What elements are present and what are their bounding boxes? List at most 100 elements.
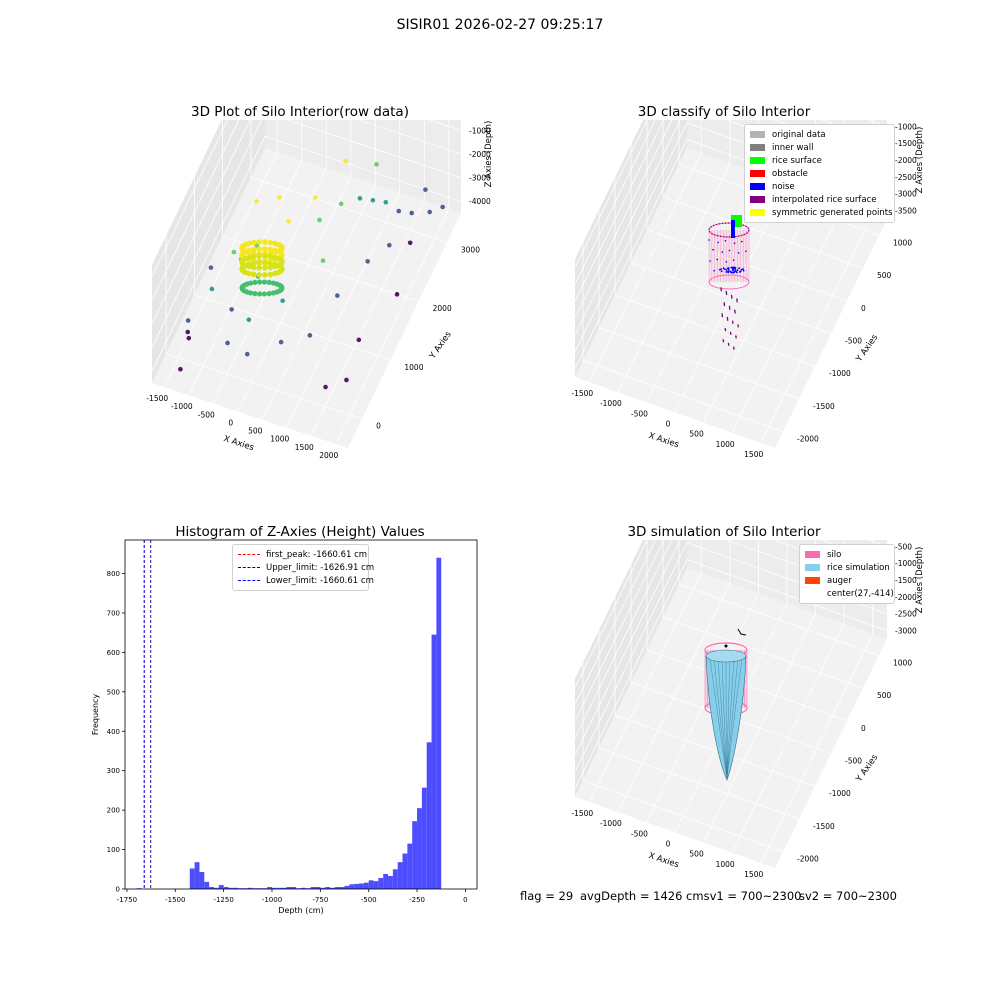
cls-y-tick-label: -1500 bbox=[813, 402, 835, 411]
raw-cluster-point bbox=[252, 291, 258, 297]
raw-top-ring-point bbox=[250, 253, 257, 260]
histogram-y-tick-label: 700 bbox=[107, 609, 120, 617]
raw-top-ring-point bbox=[267, 271, 274, 278]
cls-noise-column bbox=[731, 220, 735, 238]
raw-top-ring-point bbox=[278, 243, 284, 250]
cls-x-tick-label: 1500 bbox=[744, 450, 763, 459]
cls-gridline-y bbox=[630, 262, 832, 334]
raw-top-ring-point bbox=[246, 240, 252, 247]
classify-legend-entry: original data bbox=[750, 128, 889, 141]
cls-noise-point bbox=[732, 266, 734, 269]
sim-z-tick-label: -500 bbox=[895, 542, 912, 551]
histogram-bar bbox=[407, 843, 413, 889]
sim-gridline-z bbox=[574, 540, 888, 705]
histogram-legend: first_peak: -1660.61 cm Upper_limit: -162… bbox=[232, 544, 374, 591]
histogram-bar bbox=[412, 821, 418, 889]
raw-x-tick-label: 0 bbox=[228, 418, 233, 427]
histogram-bar bbox=[315, 887, 321, 889]
cls-noise-point bbox=[736, 269, 739, 271]
cls-noise-point bbox=[727, 266, 730, 269]
cls-z-tick-label: -3000 bbox=[895, 190, 917, 199]
raw-data-point bbox=[365, 259, 370, 264]
raw-gridline-x bbox=[237, 176, 352, 412]
raw-top-ring-point bbox=[250, 246, 257, 253]
raw-gridline-x bbox=[335, 208, 450, 445]
depth-histogram: -1750 -1500 -1250 -1000 -750 -500 -250 0 0 100 200… bbox=[91, 539, 478, 915]
sim-center-marker bbox=[724, 644, 728, 648]
raw-gridline-x bbox=[188, 160, 303, 396]
histogram-bar bbox=[209, 887, 214, 889]
raw-top-ring-point bbox=[278, 264, 284, 271]
raw-data-point bbox=[225, 340, 230, 346]
raw-gridline-z bbox=[151, 120, 228, 277]
raw-back-pane bbox=[265, 120, 461, 213]
cls-noise-point bbox=[708, 239, 710, 241]
cls-interpolated-point bbox=[736, 301, 738, 303]
classify-legend-entry: noise bbox=[750, 180, 889, 193]
cls-interpolated-point bbox=[734, 312, 736, 314]
raw-data-point bbox=[387, 242, 392, 248]
histogram-bar bbox=[330, 887, 335, 889]
panel2-title: 3D classify of Silo Interior bbox=[637, 104, 811, 120]
raw-data-point bbox=[320, 258, 326, 263]
histogram-bar bbox=[228, 887, 234, 889]
raw-data-point bbox=[370, 197, 376, 203]
cls-interpolated-point bbox=[737, 326, 739, 328]
raw-top-ring-point bbox=[256, 239, 262, 245]
raw-data-point bbox=[277, 195, 282, 200]
legend-label: Upper_limit: -1626.91 cm bbox=[266, 562, 375, 573]
histogram-bar bbox=[218, 885, 224, 889]
simulation-legend-entry: auger bbox=[805, 574, 889, 587]
legend-label: inner wall bbox=[772, 142, 814, 153]
cls-gridline-y bbox=[614, 294, 816, 367]
raw-x-tick-label: -500 bbox=[198, 410, 215, 419]
raw-top-ring-point bbox=[250, 260, 257, 267]
raw-top-ring-point bbox=[250, 271, 257, 278]
cls-gridline-y bbox=[598, 327, 800, 400]
histogram-bar bbox=[426, 742, 432, 889]
raw-data-point bbox=[307, 333, 313, 338]
cls-interpolated-point bbox=[735, 337, 737, 339]
cls-gridline-z bbox=[574, 120, 648, 268]
cls-noise-point bbox=[729, 270, 732, 273]
cls-noise-point bbox=[716, 258, 718, 261]
sim-z-tick-label: -1500 bbox=[895, 576, 917, 585]
raw-data-point bbox=[312, 195, 318, 200]
raw-z-tick-label: -1000 bbox=[469, 126, 491, 135]
cls-z-tick-label: -1000 bbox=[895, 122, 917, 131]
raw-top-ring-point bbox=[246, 254, 252, 261]
cls-interpolated-point bbox=[731, 297, 733, 299]
cls-interpolated-point bbox=[723, 304, 726, 307]
raw-data-point bbox=[209, 286, 215, 292]
raw-data-point bbox=[357, 196, 363, 201]
raw-z-tick-label: -2000 bbox=[469, 150, 491, 159]
cls-interpolated-point bbox=[727, 319, 729, 321]
cls-silo-bottom bbox=[708, 274, 750, 290]
legend-swatch bbox=[750, 170, 765, 177]
raw-z-tick-label: -3000 bbox=[469, 174, 491, 183]
footer-sv2: sv2 = 700~2300 bbox=[799, 889, 897, 903]
cls-noise-point bbox=[738, 271, 741, 273]
histogram-x-tick-label: -500 bbox=[361, 896, 377, 904]
raw-x-tick-label: 2000 bbox=[319, 451, 338, 460]
sim-rice-mesh-line bbox=[721, 657, 728, 779]
histogram-bar bbox=[301, 887, 306, 889]
raw-gridline-z bbox=[151, 120, 462, 301]
legend-dash bbox=[238, 580, 260, 581]
cls-z-tick-label: -3500 bbox=[895, 207, 917, 216]
cls-y-tick-label: 0 bbox=[861, 304, 866, 313]
legend-label: noise bbox=[772, 181, 795, 192]
cls-noise-point bbox=[712, 248, 714, 251]
histogram-bar bbox=[286, 887, 292, 889]
raw-top-ring-point bbox=[262, 246, 268, 252]
histogram-bar bbox=[431, 634, 437, 889]
legend-label: interpolated rice surface bbox=[772, 194, 877, 205]
raw-gridline-z bbox=[151, 120, 462, 348]
histogram-y-tick-label: 300 bbox=[107, 767, 120, 775]
sim-gridline-z bbox=[574, 540, 648, 688]
cls-noise-point bbox=[733, 267, 736, 269]
histogram-y-tick-label: 0 bbox=[116, 886, 120, 894]
raw-gridline-y bbox=[194, 294, 391, 361]
legend-label: center(27,-414) bbox=[827, 588, 894, 599]
raw-top-ring-point bbox=[256, 253, 262, 259]
